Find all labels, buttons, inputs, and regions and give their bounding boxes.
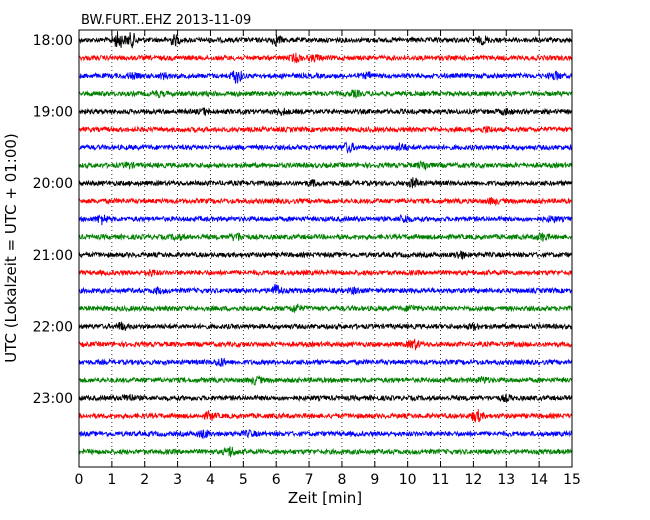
chart-title: BW.FURT..EHZ 2013-11-09 [81,13,251,28]
trace-2230 [79,358,572,367]
x-tick-label: 10 [399,472,417,488]
y-tick-label: 21:00 [33,248,73,264]
trace-2315 [79,409,572,423]
trace-2115 [79,268,572,278]
x-tick-label: 9 [370,472,379,488]
trace-2045 [79,231,572,242]
x-tick-label: 3 [173,472,182,488]
y-tick-label: 18:00 [33,33,73,49]
trace-1800 [79,31,572,49]
trace-1900 [79,107,572,117]
x-axis: 0 1 2 3 4 5 6 7 8 9 10 11 12 13 14 15 [75,30,581,488]
trace-2330 [79,429,572,440]
x-tick-label: 0 [75,472,84,488]
trace-1915 [79,125,572,134]
y-axis: 18:00 19:00 20:00 21:00 22:00 23:00 [33,33,572,407]
x-tick-label: 8 [337,472,346,488]
x-tick-label: 2 [140,472,149,488]
trace-2215 [79,338,572,351]
trace-1830 [79,70,572,84]
y-tick-label: 22:00 [33,319,73,335]
x-tick-label: 6 [272,472,281,488]
trace-2130 [79,283,572,296]
x-tick-label: 13 [497,472,515,488]
y-tick-label: 19:00 [33,105,73,121]
trace-2015 [79,196,572,207]
trace-1845 [79,89,572,100]
trace-2200 [79,321,572,331]
trace-1930 [79,141,572,155]
trace-2300 [79,393,572,403]
trace-group [79,31,572,458]
x-tick-label: 4 [206,472,215,488]
trace-2245 [79,375,572,386]
x-tick-label: 12 [464,472,482,488]
x-tick-label: 1 [107,472,116,488]
y-tick-label: 23:00 [33,391,73,407]
trace-2145 [79,303,572,313]
plot-frame [78,29,573,468]
trace-1945 [79,160,572,172]
trace-2345 [79,446,572,458]
trace-2000 [79,177,572,189]
x-tick-label: 14 [530,472,548,488]
x-tick-label: 5 [239,472,248,488]
x-tick-label: 11 [432,472,450,488]
x-tick-label: 15 [563,472,581,488]
trace-2100 [79,250,572,260]
x-tick-label: 7 [305,472,314,488]
trace-1815 [79,52,572,64]
y-tick-label: 20:00 [33,176,73,192]
y-axis-label: UTC (Lokalzeit = UTC + 01:00) [2,133,20,363]
x-axis-label: Zeit [min] [288,489,362,507]
trace-2030 [79,213,572,226]
